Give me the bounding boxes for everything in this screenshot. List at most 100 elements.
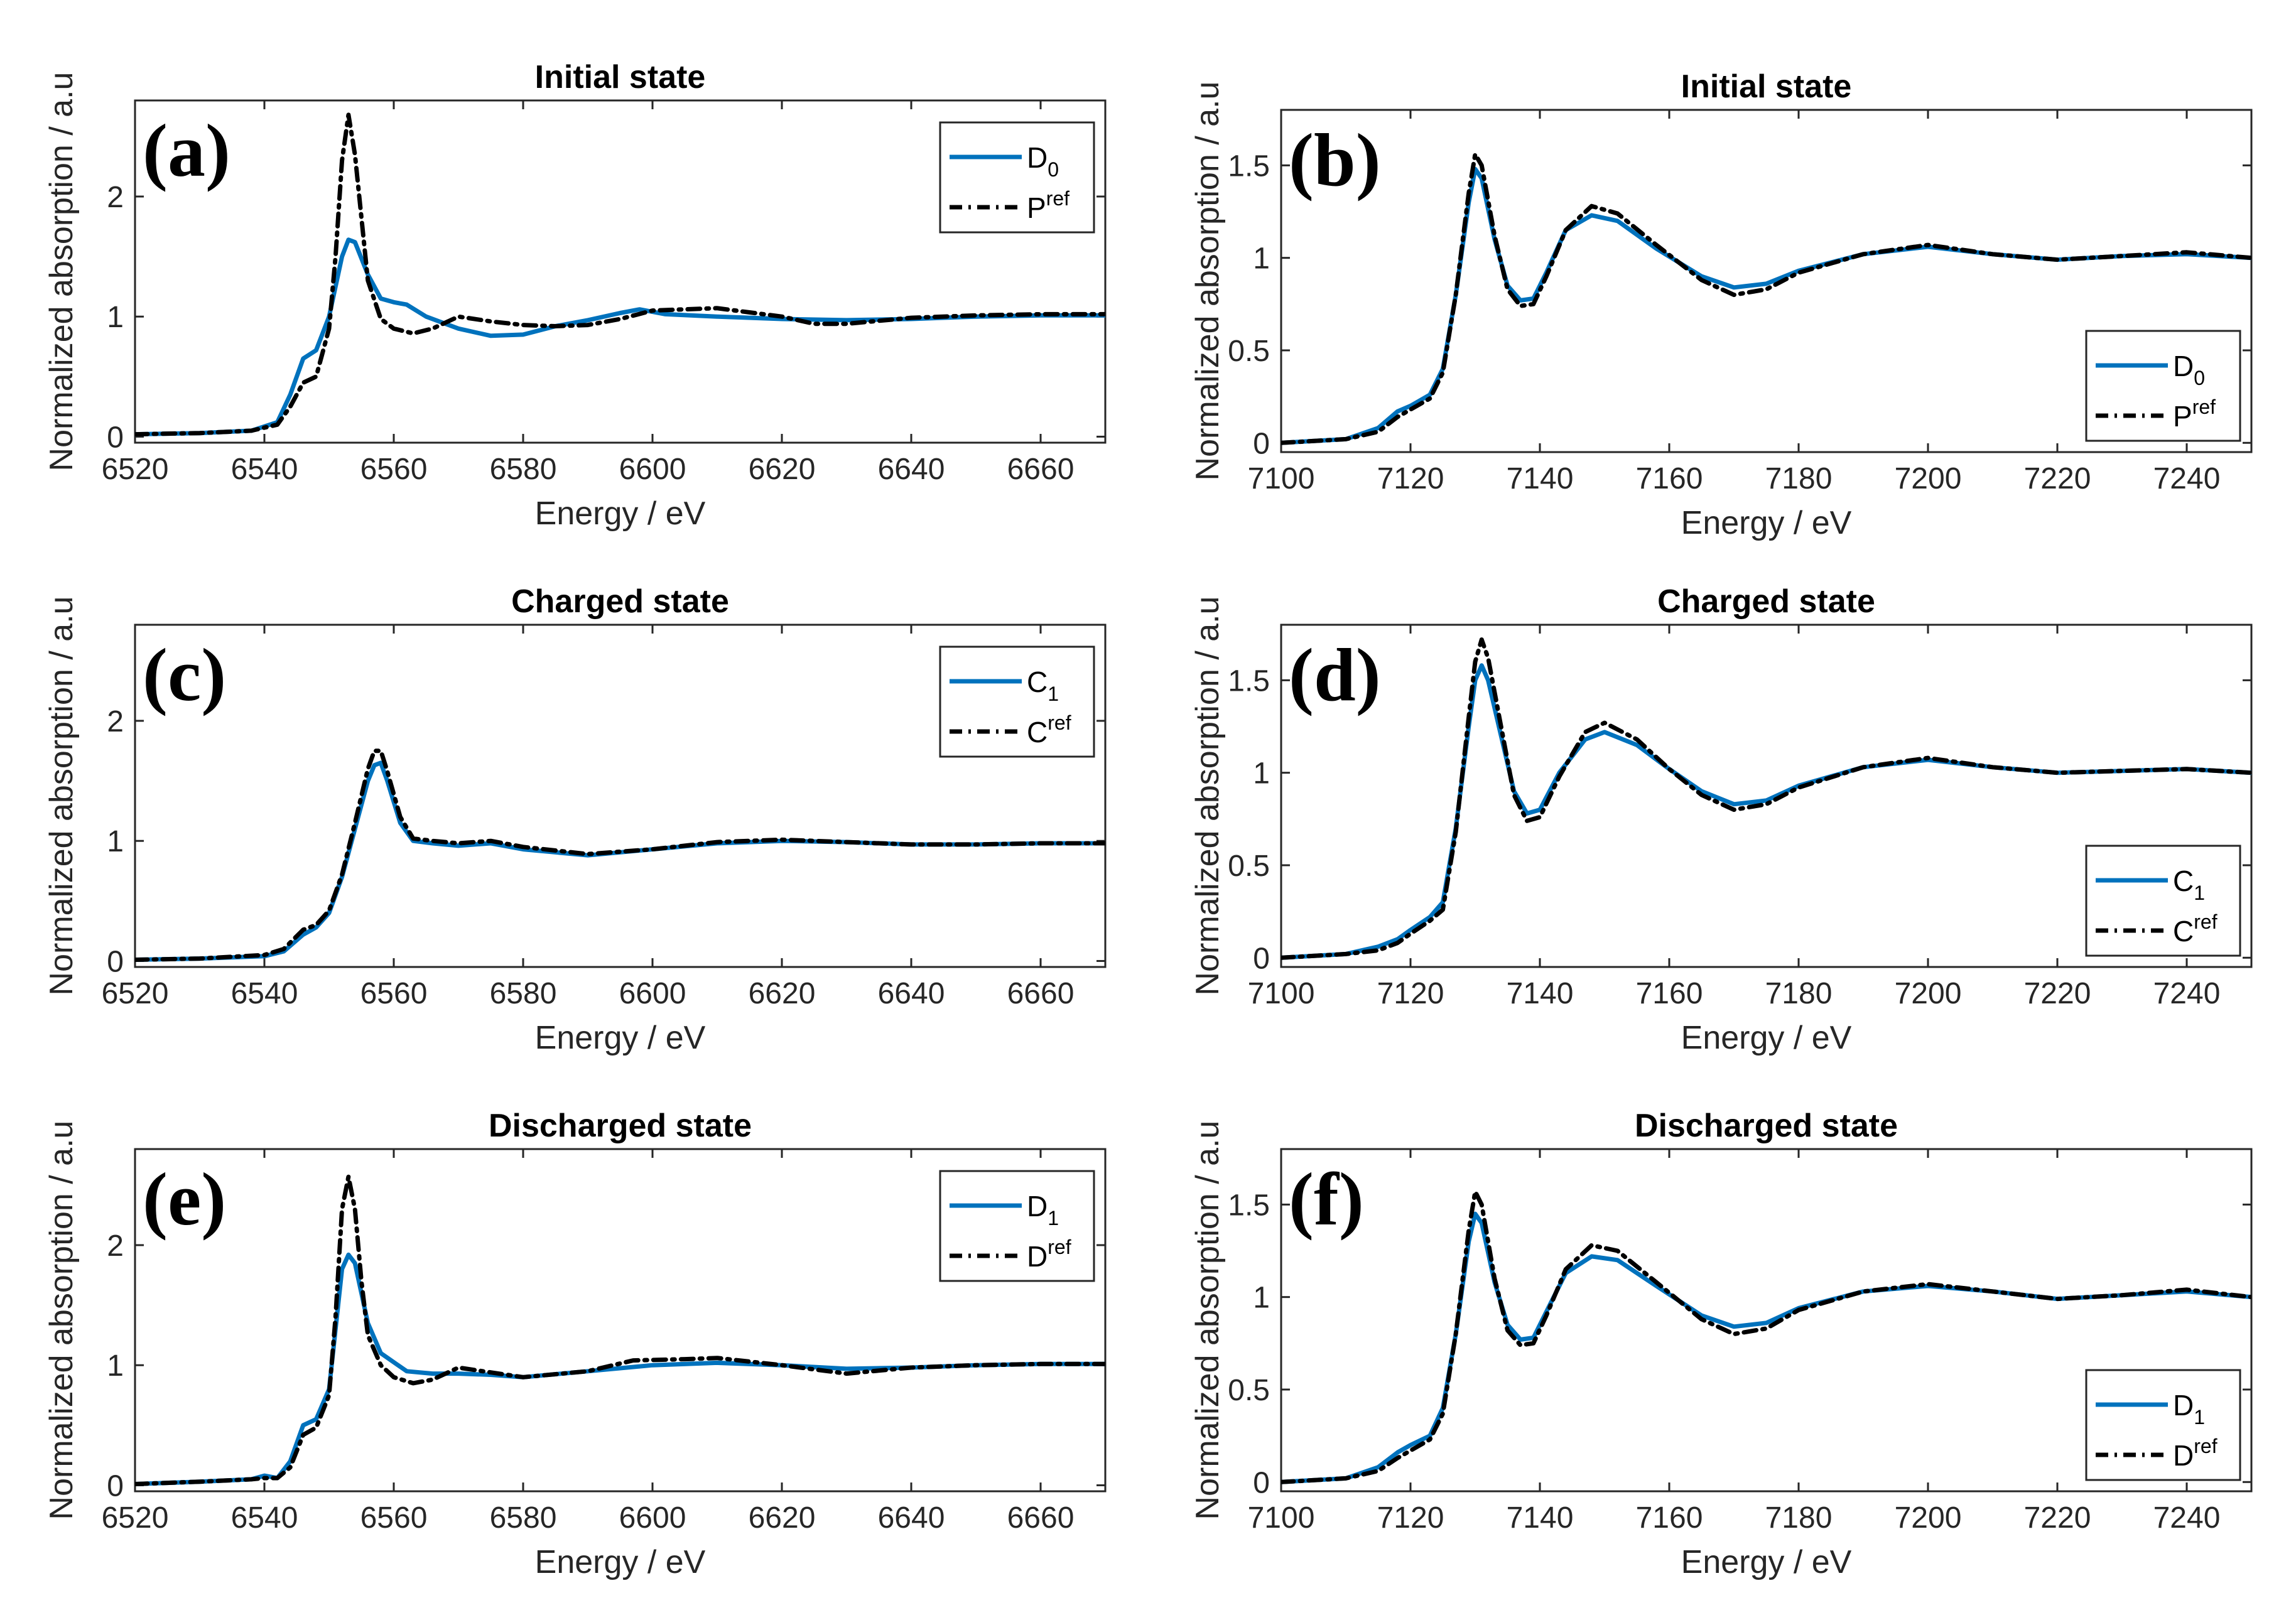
y-tick-label: 0 — [1253, 942, 1270, 975]
reference-series-line — [135, 1174, 1105, 1486]
plot-frame — [1280, 1148, 2253, 1493]
legend-entry-script: ref — [2194, 910, 2217, 933]
x-tick-label: 6660 — [1007, 453, 1075, 486]
legend-entry-main: P — [2173, 400, 2192, 433]
x-tick-label: 6560 — [360, 453, 428, 486]
x-tick-label: 6540 — [231, 453, 298, 486]
legend-entry: Dref — [2173, 1435, 2217, 1472]
y-tick-label: 1.5 — [1228, 1189, 1270, 1222]
legend-box — [2085, 845, 2241, 957]
x-axis-label: Energy / eV — [535, 1020, 706, 1056]
x-tick-label: 7100 — [1248, 462, 1315, 495]
x-tick-label: 7140 — [1507, 977, 1574, 1010]
y-axis-label: Normalized absorption / a.u — [1189, 1121, 1226, 1520]
y-tick-label: 0 — [1253, 427, 1270, 460]
legend-entry-script: ref — [1048, 1236, 1071, 1258]
chart-panel-a: 6520 6540 6560 6580 6600 6620 6640 6660 0 1 2 Initi… — [43, 59, 1107, 532]
x-tick-label: 7200 — [1895, 462, 1962, 495]
x-tick-label: 7120 — [1377, 977, 1444, 1010]
y-tick-label: 2 — [107, 705, 124, 738]
legend-entry-main: P — [1027, 192, 1046, 224]
x-tick-label: 6580 — [490, 453, 557, 486]
legend-entry-script: 1 — [1048, 683, 1059, 705]
x-tick-label: 6600 — [619, 453, 686, 486]
x-tick-label: 7240 — [2153, 462, 2221, 495]
reference-series-line — [135, 748, 1105, 962]
y-tick-label: 1 — [107, 1349, 124, 1383]
x-tick-label: 7160 — [1636, 977, 1703, 1010]
legend-entry-script: 1 — [2194, 882, 2205, 904]
legend-entry: D1 — [1027, 1190, 1059, 1229]
x-tick-label: 7240 — [2153, 977, 2221, 1010]
legend-entry: C1 — [1027, 666, 1059, 705]
panel-label: (a) — [143, 109, 230, 192]
legend-entry-main: D — [2173, 350, 2194, 382]
chart-panel-f: 7100 7120 7140 7160 7180 7200 7220 7240 0 0.5 1 1.5… — [1189, 1108, 2253, 1580]
reference-series-line — [1281, 1189, 2251, 1484]
x-tick-label: 6520 — [102, 453, 169, 486]
legend-entry: D0 — [1027, 141, 1059, 181]
x-tick-label: 7200 — [1895, 1501, 1962, 1535]
y-tick-label: 0 — [107, 1469, 124, 1503]
x-tick-label: 6640 — [878, 977, 945, 1010]
x-tick-label: 7160 — [1636, 462, 1703, 495]
legend-entry: Cref — [2173, 910, 2217, 948]
y-tick-label: 0.5 — [1228, 335, 1270, 368]
x-tick-label: 7240 — [2153, 1501, 2221, 1535]
y-tick-label: 0 — [107, 945, 124, 978]
x-tick-label: 6620 — [749, 977, 816, 1010]
chart-title: Charged state — [1657, 583, 1875, 620]
legend: D1 Dref — [2085, 1369, 2241, 1481]
legend-entry-script: ref — [2194, 1435, 2217, 1457]
legend-entry: Pref — [2173, 396, 2216, 433]
legend-entry: D1 — [2173, 1389, 2205, 1428]
y-tick-label: 1 — [1253, 242, 1270, 276]
x-tick-label: 6660 — [1007, 977, 1075, 1010]
legend-entry: D0 — [2173, 350, 2205, 389]
y-axis-label: Normalized absorption / a.u — [43, 1121, 80, 1520]
reference-series-line — [1281, 637, 2251, 960]
x-tick-label: 7180 — [1765, 462, 1833, 495]
x-tick-label: 7100 — [1248, 1501, 1315, 1535]
panel-label: (f) — [1289, 1157, 1364, 1241]
y-tick-label: 0.5 — [1228, 1374, 1270, 1407]
x-tick-label: 6520 — [102, 977, 169, 1010]
chart-title: Discharged state — [489, 1108, 752, 1144]
panel-label: (c) — [143, 633, 226, 716]
legend-entry-main: C — [2173, 865, 2194, 897]
x-tick-label: 7220 — [2024, 977, 2091, 1010]
y-tick-label: 1 — [1253, 1282, 1270, 1315]
legend-entry-main: D — [2173, 1439, 2194, 1472]
chart-panel-d: 7100 7120 7140 7160 7180 7200 7220 7240 0 0.5 1 1.5… — [1189, 583, 2253, 1056]
legend-entry-script: 0 — [1048, 158, 1059, 181]
y-axis-label: Normalized absorption / a.u — [43, 72, 80, 472]
x-axis-label: Energy / eV — [1681, 505, 1852, 541]
y-axis-label: Normalized absorption / a.u — [1189, 597, 1226, 996]
y-axis-label: Normalized absorption / a.u — [1189, 82, 1226, 481]
x-tick-label: 6540 — [231, 1501, 298, 1535]
legend-entry-script: ref — [1046, 187, 1069, 210]
chart-title: Charged state — [511, 583, 729, 620]
x-tick-label: 7100 — [1248, 977, 1315, 1010]
legend-entry-script: 1 — [2194, 1406, 2205, 1428]
reference-series-line — [135, 112, 1105, 437]
x-tick-label: 6640 — [878, 1501, 945, 1535]
legend-entry-script: ref — [1048, 711, 1071, 734]
y-tick-label: 1 — [1253, 757, 1270, 791]
y-tick-label: 1 — [107, 301, 124, 334]
legend-box — [939, 645, 1095, 758]
panel-label: (d) — [1289, 633, 1381, 716]
chart-title: Initial state — [1681, 68, 1852, 105]
x-tick-label: 6660 — [1007, 1501, 1075, 1535]
x-tick-label: 6600 — [619, 977, 686, 1010]
x-tick-label: 6640 — [878, 453, 945, 486]
legend-entry: C1 — [2173, 865, 2205, 904]
legend-entry-main: C — [2173, 915, 2194, 948]
chart-title: Initial state — [535, 59, 706, 95]
reference-series-line — [1281, 152, 2251, 445]
panel-label: (e) — [143, 1157, 226, 1241]
